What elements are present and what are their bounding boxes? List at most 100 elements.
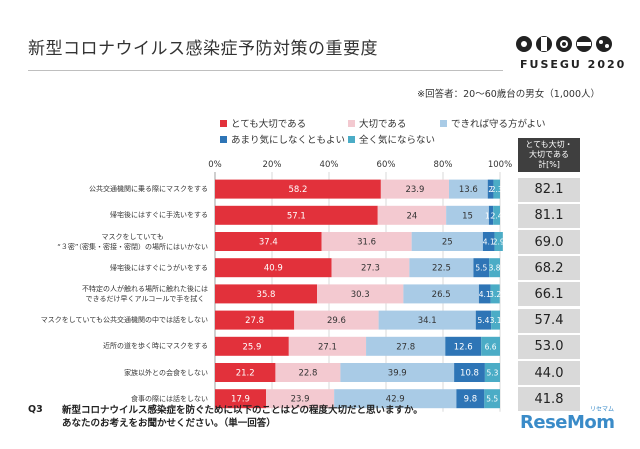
bar-segment bbox=[275, 363, 341, 382]
data-label: 5.4 bbox=[478, 316, 490, 325]
bar-segment bbox=[489, 258, 500, 278]
bar-segment bbox=[494, 232, 503, 251]
category-label-line: マスクをしていても bbox=[101, 232, 164, 241]
data-label: 21.2 bbox=[236, 369, 255, 379]
category-label: 公共交通機関に乗る際にマスクをする bbox=[89, 184, 208, 194]
bar-segment bbox=[475, 310, 492, 330]
bar-segment bbox=[481, 336, 500, 356]
data-label: 35.8 bbox=[257, 290, 276, 300]
legend-label: 大切である bbox=[359, 119, 407, 130]
total-cell: 41.8 bbox=[518, 387, 580, 412]
question-line: 新型コロナウイルス感染症を防ぐために以下のことはどの程度大切だと思いますか。 bbox=[62, 405, 423, 416]
legend-item-3: あまり気にしなくともよい bbox=[220, 132, 345, 146]
data-label: 2.4 bbox=[491, 211, 503, 220]
bar-segment bbox=[340, 363, 455, 382]
category-label: 近所の道を歩く時にマスクをする bbox=[103, 341, 208, 351]
data-label: 26.5 bbox=[432, 290, 451, 300]
legend-swatch bbox=[348, 119, 355, 127]
legend-item-0: とても大切である bbox=[220, 116, 306, 130]
x-tick-label: 0% bbox=[208, 160, 222, 170]
bar-segment bbox=[215, 284, 318, 304]
bar-segment bbox=[484, 389, 500, 409]
totals-header-line: 大切である bbox=[529, 150, 569, 159]
data-label: 5.5 bbox=[486, 395, 498, 404]
bar-segment bbox=[215, 310, 295, 330]
total-cell: 69.0 bbox=[518, 230, 580, 254]
legend-label: できれば守る方がよい bbox=[451, 119, 546, 130]
bar-segment bbox=[294, 310, 379, 330]
data-label: 27.3 bbox=[361, 264, 380, 274]
bar-segment bbox=[448, 179, 488, 199]
category-label-line: 家族以外との会食をしない bbox=[124, 368, 208, 377]
category-label-line: 帰宅後にはすぐに手洗いをする bbox=[110, 211, 208, 220]
bar-segment bbox=[482, 232, 495, 251]
data-label: 57.1 bbox=[287, 211, 306, 221]
bar-segment bbox=[456, 389, 485, 409]
category-label-line: できるだけ早くアルコールで手を拭く bbox=[85, 294, 205, 303]
bar-segment bbox=[411, 232, 483, 251]
category-label-line: 帰宅後にはすぐにうがいをする bbox=[110, 263, 208, 272]
data-label: 3.1 bbox=[490, 316, 502, 325]
data-label: 22.8 bbox=[298, 369, 317, 379]
data-label: 40.9 bbox=[264, 264, 283, 274]
total-cell: 82.1 bbox=[518, 177, 580, 202]
bar-segment bbox=[380, 179, 449, 199]
bar-segment bbox=[215, 363, 276, 382]
data-label: 31.6 bbox=[357, 238, 376, 248]
bar-segment bbox=[317, 284, 404, 304]
data-label: 2.3 bbox=[491, 185, 503, 194]
bar-segment bbox=[488, 205, 494, 225]
data-label: 29.6 bbox=[327, 316, 346, 326]
category-label-line: “３密”（密集・密接・密閉）の場所にはいかない bbox=[57, 242, 208, 251]
data-label: 5.3 bbox=[486, 369, 498, 378]
category-label: 食事の際には話をしない bbox=[131, 394, 208, 404]
data-label: 4.1 bbox=[479, 290, 491, 299]
category-label: 家族以外との会食をしない bbox=[124, 368, 208, 378]
legend-swatch bbox=[220, 135, 227, 143]
x-tick-label: 60% bbox=[376, 160, 396, 170]
data-label: 34.1 bbox=[418, 316, 437, 326]
data-label: 1.5 bbox=[485, 211, 497, 220]
legend-swatch bbox=[440, 119, 447, 127]
category-label: 帰宅後にはすぐにうがいをする bbox=[110, 263, 208, 273]
category-label: マスクをしていても公共交通機関の中では話をしない bbox=[41, 315, 208, 325]
data-label: 23.9 bbox=[405, 185, 424, 195]
category-label-line: 公共交通機関に乗る際にマスクをする bbox=[89, 185, 208, 194]
data-label: 27.8 bbox=[396, 342, 415, 352]
data-label: 27.1 bbox=[318, 342, 337, 352]
question-line: あなたのお考えをお聞かせください。（単一回答） bbox=[62, 418, 276, 429]
total-cell: 44.0 bbox=[518, 361, 580, 385]
respondent-note: ※回答者：20～60歳台の男女（1,000人） bbox=[417, 89, 600, 100]
data-label: 5.5 bbox=[475, 264, 487, 273]
legend-label: 全く気にならない bbox=[359, 135, 436, 146]
data-label: 13.6 bbox=[459, 185, 478, 195]
data-label: 30.3 bbox=[351, 290, 370, 300]
data-label: 9.8 bbox=[464, 395, 478, 405]
legend-label: とても大切である bbox=[231, 119, 307, 130]
totals-header-line: とても大切・ bbox=[525, 140, 573, 149]
logo-text: FUSEGU 2020 bbox=[520, 58, 627, 71]
bar-segment bbox=[445, 336, 482, 356]
data-label: 4.1 bbox=[483, 238, 495, 247]
bar-segment bbox=[215, 232, 322, 251]
question-number: Q3 bbox=[28, 404, 43, 415]
total-cell: 53.0 bbox=[518, 334, 580, 359]
bar-segment bbox=[288, 336, 367, 356]
resemom-logo: ReseMom bbox=[520, 412, 615, 433]
legend-label: あまり気にしなくともよい bbox=[231, 135, 346, 146]
category-label-line: 食事の際には話をしない bbox=[131, 394, 208, 403]
bar-segment bbox=[331, 258, 410, 278]
data-label: 6.6 bbox=[485, 342, 497, 351]
data-label: 58.2 bbox=[288, 185, 307, 195]
bar-segment bbox=[215, 258, 332, 278]
page-title: 新型コロナウイルス感染症予防対策の重要度 bbox=[28, 39, 378, 59]
bar-segment bbox=[490, 284, 500, 304]
legend-swatch bbox=[220, 119, 227, 127]
total-cell: 81.1 bbox=[518, 203, 580, 228]
bar-segment bbox=[321, 232, 412, 251]
data-label: 25 bbox=[442, 238, 453, 248]
data-label: 12.6 bbox=[454, 342, 473, 352]
bar-segment bbox=[454, 363, 485, 382]
bar-segment bbox=[473, 258, 490, 278]
bar-segment bbox=[478, 284, 491, 304]
